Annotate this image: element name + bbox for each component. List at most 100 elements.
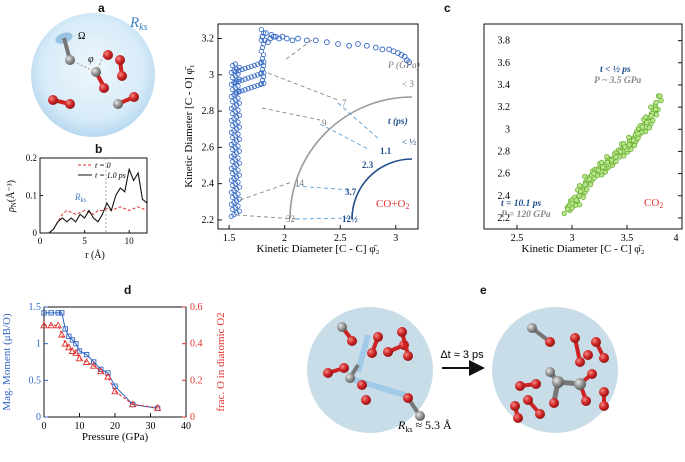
c-data-point bbox=[591, 170, 597, 177]
main-cluster-point bbox=[236, 184, 242, 190]
main-cluster-point bbox=[235, 191, 241, 197]
main-cluster-point bbox=[230, 110, 236, 117]
main-cluster-point bbox=[234, 186, 240, 192]
c-data-point bbox=[643, 114, 649, 120]
main-cluster-point bbox=[248, 85, 254, 91]
c-data-point bbox=[569, 200, 575, 207]
main-cluster-point bbox=[228, 93, 234, 100]
c-ytick-label: 2.4 bbox=[498, 191, 511, 202]
legend-t1-label: t = 1.0 ps bbox=[95, 171, 126, 180]
d-frac-point bbox=[68, 347, 77, 354]
main-cluster-point bbox=[260, 30, 267, 36]
d-mag-point bbox=[91, 359, 97, 365]
c-data-point bbox=[600, 164, 606, 170]
d-frac-point bbox=[128, 400, 137, 408]
c-p-top: P ~ 3.5 GPa bbox=[594, 76, 642, 86]
d-frac-point bbox=[89, 361, 98, 369]
main-cluster-point bbox=[245, 64, 251, 71]
d-frac-point bbox=[111, 387, 119, 395]
main-cluster-point bbox=[235, 83, 241, 89]
d-xtick-label: 40 bbox=[181, 421, 191, 432]
c-data-point bbox=[586, 176, 593, 182]
d-xlabel: Pressure (GPa) bbox=[82, 431, 149, 443]
molecule-co2 bbox=[91, 50, 113, 93]
main-xlabel: Kinetic Diameter [C - C] φ̄₂ bbox=[257, 243, 380, 255]
main-cluster-point bbox=[233, 90, 239, 96]
pressure-14: 14 bbox=[295, 178, 305, 188]
main-data-point bbox=[270, 33, 277, 40]
main-data-point bbox=[289, 37, 296, 44]
d-frac-point bbox=[65, 343, 73, 351]
main-data-point bbox=[324, 39, 330, 45]
c-data-point bbox=[648, 104, 654, 110]
main-cluster-point bbox=[234, 162, 240, 168]
main-cluster-point bbox=[248, 63, 254, 69]
molecule-co-3 bbox=[113, 92, 139, 109]
main-cluster-point bbox=[228, 129, 234, 136]
b-ytick-label: 0.1 bbox=[26, 191, 37, 201]
main-cluster-point bbox=[231, 188, 237, 194]
d-xtick-label: 10 bbox=[75, 421, 85, 432]
d-frac-point bbox=[61, 339, 70, 347]
panel-b-frame bbox=[39, 157, 148, 234]
blue-connectors bbox=[295, 102, 381, 220]
panel-e-label: e bbox=[480, 283, 487, 297]
main-xtick-label: 2.5 bbox=[334, 233, 347, 244]
omega-symbol: Ω bbox=[78, 31, 85, 42]
b-xtick-label: 0 bbox=[38, 236, 43, 246]
panel-c-frame bbox=[483, 23, 683, 230]
main-frame bbox=[217, 23, 419, 230]
main-data-point bbox=[364, 42, 370, 49]
r-ks-label: Rks bbox=[129, 15, 148, 33]
d-frac-point bbox=[82, 358, 91, 365]
sphere-before bbox=[307, 307, 433, 433]
main-cluster-point bbox=[228, 117, 234, 124]
panel-main: a 1.522.532.22.42.62.833.2 P (GPa) < 3 7… bbox=[183, 23, 420, 255]
main-cluster-point bbox=[239, 88, 245, 94]
main-cluster-point bbox=[239, 77, 245, 83]
main-cluster-point bbox=[235, 143, 241, 149]
c-data-point bbox=[653, 100, 659, 106]
main-cluster-point bbox=[235, 95, 241, 101]
main-cluster-point bbox=[258, 81, 264, 87]
main-cluster-point bbox=[232, 205, 238, 211]
main-cluster-point bbox=[228, 213, 234, 219]
d-xtick-label: 20 bbox=[110, 421, 120, 432]
main-cluster-point bbox=[228, 177, 234, 183]
panel-c-points bbox=[561, 93, 664, 217]
main-ytick-label: 2.4 bbox=[202, 179, 215, 190]
main-cluster-point bbox=[228, 153, 234, 159]
c-data-point bbox=[626, 134, 632, 141]
main-cluster-point bbox=[231, 176, 237, 182]
main-cluster-point bbox=[230, 98, 236, 105]
d-ylabel-left: Mag. Moment (μB/O) bbox=[1, 313, 13, 411]
main-cluster-point bbox=[231, 140, 237, 146]
main-cluster-point bbox=[230, 63, 236, 69]
main-cluster-point bbox=[228, 141, 234, 147]
main-cluster-point bbox=[234, 114, 240, 120]
main-data-point bbox=[346, 42, 352, 49]
sphere-after bbox=[492, 307, 618, 433]
panel-b-xlabel: r (Å) bbox=[85, 249, 105, 261]
d-mag-point bbox=[55, 310, 61, 316]
time-12-half: 12½ bbox=[342, 214, 358, 224]
main-cluster-point bbox=[228, 165, 234, 171]
main-ytick-label: 2.8 bbox=[202, 106, 215, 117]
main-cluster-point bbox=[235, 179, 241, 185]
main-cluster-point bbox=[258, 48, 264, 54]
time-3-7: 3.7 bbox=[345, 187, 357, 197]
c-t-top: t < ½ ps bbox=[600, 65, 631, 75]
c-ytick-label: 2.2 bbox=[498, 213, 511, 224]
main-cluster-point bbox=[231, 104, 237, 110]
b-ytick-label: 0 bbox=[33, 228, 38, 238]
main-cluster-point bbox=[228, 201, 234, 207]
d-ytick-left-label: 0 bbox=[36, 412, 41, 423]
c-ytick-label: 3.6 bbox=[498, 58, 511, 69]
c-data-point bbox=[604, 153, 610, 160]
main-cluster-point bbox=[236, 100, 242, 106]
main-cluster-point bbox=[235, 155, 241, 161]
main-cluster-point bbox=[260, 41, 267, 47]
main-cluster-point bbox=[251, 62, 258, 68]
